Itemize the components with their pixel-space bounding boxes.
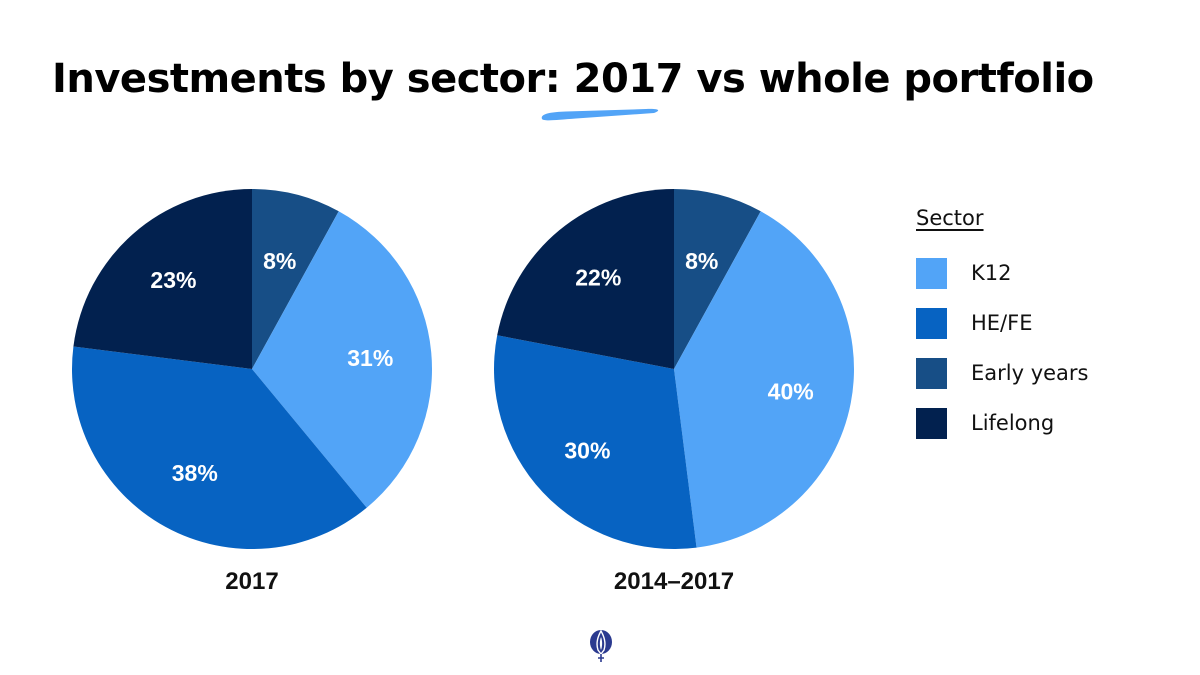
legend: Sector K12 HE/FE Early years Lifelong	[916, 206, 1089, 448]
pie-caption-2017: 2017	[225, 568, 279, 595]
page-title: Investments by sector: 2017 vs whole por…	[52, 56, 1094, 102]
legend-label: K12	[971, 261, 1012, 285]
legend-item-lifelong: Lifelong	[916, 398, 1089, 448]
legend-swatch-he-fe	[916, 307, 947, 339]
flame-emblem-icon	[590, 629, 612, 662]
legend-swatch-k12	[916, 257, 947, 289]
pie-caption-2014-2017: 2014–2017	[613, 568, 735, 595]
pie-data-label-early-years: 8%	[685, 248, 718, 274]
title-underline-swoosh	[541, 108, 659, 121]
pie-slice-k12	[252, 211, 432, 508]
pie-slice-lifelong	[73, 189, 252, 369]
pie-data-label-k12: 40%	[768, 378, 814, 404]
pie-slice-early-years	[252, 189, 339, 369]
pie-data-label-lifelong: 22%	[575, 264, 621, 290]
pie-slice-he-fe	[72, 346, 367, 550]
legend-label: Early years	[971, 361, 1089, 385]
pie-data-label-k12: 31%	[347, 345, 393, 371]
legend-item-he-fe: HE/FE	[916, 298, 1089, 348]
legend-title: Sector	[916, 206, 984, 230]
pie-chart-2014-2017: 8% 40% 30% 22%	[494, 189, 855, 549]
pie-data-label-he-fe: 38%	[172, 460, 218, 486]
pie-slice-early-years	[674, 189, 761, 369]
legend-swatch-lifelong	[916, 407, 947, 439]
legend-item-early-years: Early years	[916, 348, 1089, 398]
pie-slice-he-fe	[494, 335, 697, 549]
legend-label: Lifelong	[971, 411, 1055, 435]
legend-label: HE/FE	[971, 311, 1033, 335]
legend-item-k12: K12	[916, 248, 1089, 298]
pie-data-label-lifelong: 23%	[150, 267, 196, 293]
pie-chart-2017: 8% 31% 38% 23%	[72, 189, 432, 550]
pie-data-label-early-years: 8%	[263, 248, 296, 274]
pie-slice-k12	[674, 211, 855, 548]
pie-slice-lifelong	[497, 189, 674, 369]
legend-swatch-early-years	[916, 357, 947, 389]
pie-data-label-he-fe: 30%	[564, 437, 610, 463]
